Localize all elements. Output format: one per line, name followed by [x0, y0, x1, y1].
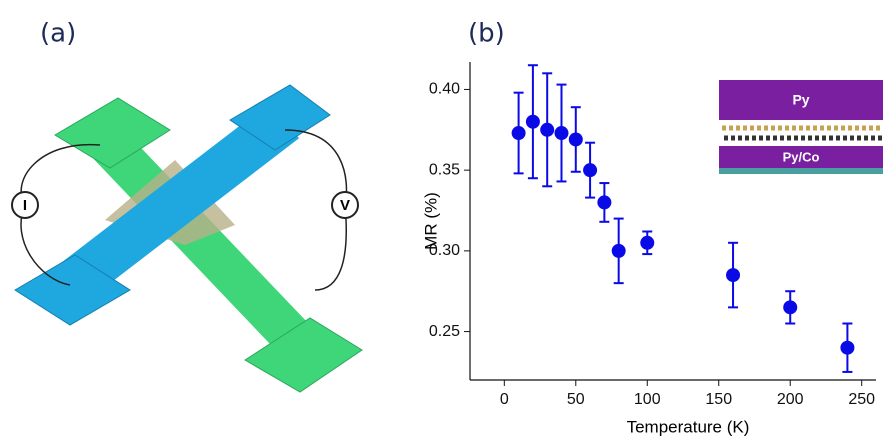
source-label: I [23, 197, 27, 214]
point [597, 195, 612, 210]
y-tick-label: 0.30 [429, 242, 460, 259]
y-tick-label: 0.35 [429, 161, 460, 178]
green-pad [244, 317, 363, 393]
point [583, 163, 598, 178]
device-diagram: I V [11, 84, 363, 393]
layer [719, 146, 883, 168]
point [511, 126, 526, 141]
inset: Py Py/Co [719, 80, 883, 174]
point [640, 235, 655, 250]
x-tick-label: 0 [500, 391, 509, 408]
point [540, 122, 555, 137]
point [525, 114, 540, 129]
x-tick-label: 100 [634, 391, 661, 408]
layer-label: Py [792, 92, 809, 108]
point [554, 126, 569, 141]
y-tick-label: 0.25 [429, 323, 460, 340]
x-tick-label: 50 [567, 391, 585, 408]
green-pad [54, 97, 171, 169]
x-axis-label: Temperature (K) [627, 417, 750, 436]
point [568, 132, 583, 147]
point [783, 300, 798, 315]
panel-label: (b) [468, 19, 505, 49]
y-tick-label: 0.40 [429, 81, 460, 98]
layer-label: Py/Co [783, 149, 820, 164]
y-axis-label: MR (%) [421, 192, 440, 250]
point [840, 340, 855, 355]
x-tick-label: 250 [848, 391, 875, 408]
layer [719, 120, 883, 146]
blue-pad [229, 84, 331, 151]
meter-label: V [340, 197, 350, 214]
layer [719, 80, 883, 120]
point [611, 243, 626, 258]
point [726, 268, 741, 283]
x-tick-label: 150 [705, 391, 732, 408]
blue-pad [14, 254, 131, 326]
panel-label: (a) [40, 19, 76, 49]
current-source [11, 191, 39, 219]
blue-electrode [55, 101, 300, 304]
voltmeter [331, 191, 359, 219]
layer [719, 168, 883, 174]
x-tick-label: 200 [777, 391, 804, 408]
